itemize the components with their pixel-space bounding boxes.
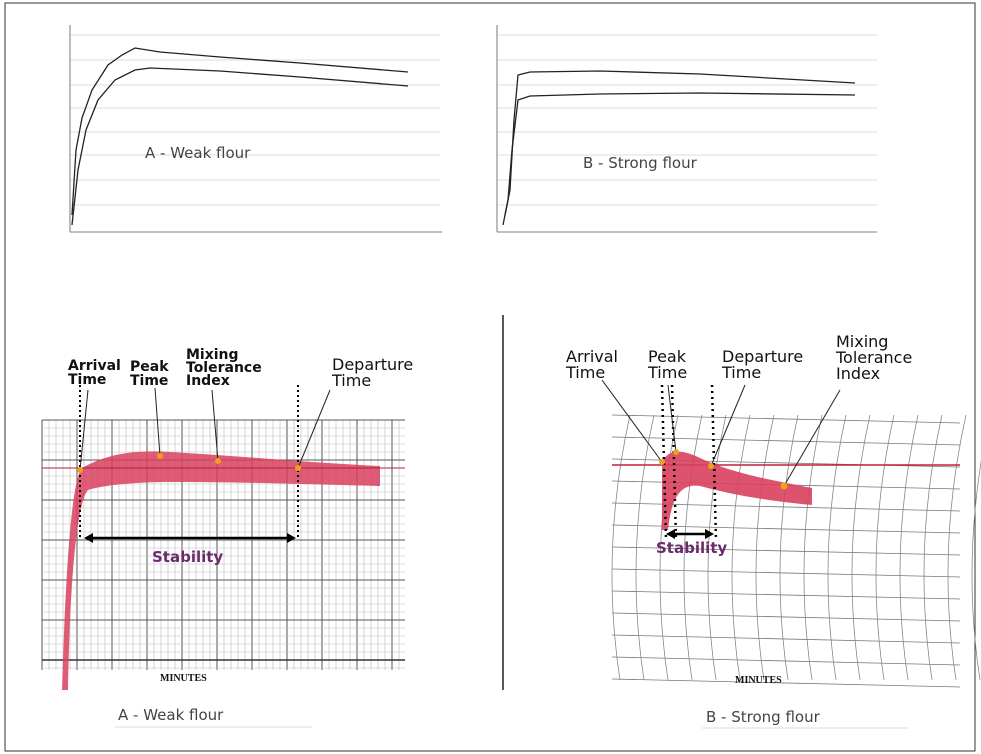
label: Time (68, 372, 106, 388)
grid-line (612, 613, 960, 621)
top-chart-b (497, 25, 877, 232)
grid-line (612, 679, 960, 687)
grid-line (732, 415, 750, 680)
grid-line (876, 415, 894, 680)
stability-label: Stability (152, 548, 223, 566)
grid-line (804, 415, 822, 680)
label: Time (130, 373, 168, 389)
top-chart-a (70, 25, 442, 232)
grid-line (972, 415, 981, 680)
label: Time (647, 363, 687, 382)
panel-label: B - Strong flour (583, 154, 698, 172)
stability-label: Stability (656, 539, 727, 557)
grid-line (900, 415, 918, 680)
axis-label: MINUTES (735, 675, 782, 686)
grid-line (612, 569, 960, 577)
caption: A - Weak flour (118, 706, 224, 724)
grid-line (612, 437, 960, 445)
panel-label: A - Weak flour (145, 144, 251, 162)
label: Index (186, 373, 230, 389)
grid-line (780, 415, 798, 680)
grid-line (948, 415, 966, 680)
caption: B - Strong flour (706, 708, 821, 726)
grid-line (852, 415, 870, 680)
label: Time (565, 363, 605, 382)
axis-label: MINUTES (160, 673, 207, 684)
label: Time (721, 363, 761, 382)
grid-line (924, 415, 942, 680)
label: Index (836, 364, 880, 383)
grid-line (612, 635, 960, 643)
grid-line (756, 415, 774, 680)
figure: A - Weak flour B - Strong flour Arrival … (0, 0, 981, 754)
label: Time (331, 371, 371, 390)
grid-line (612, 591, 960, 599)
